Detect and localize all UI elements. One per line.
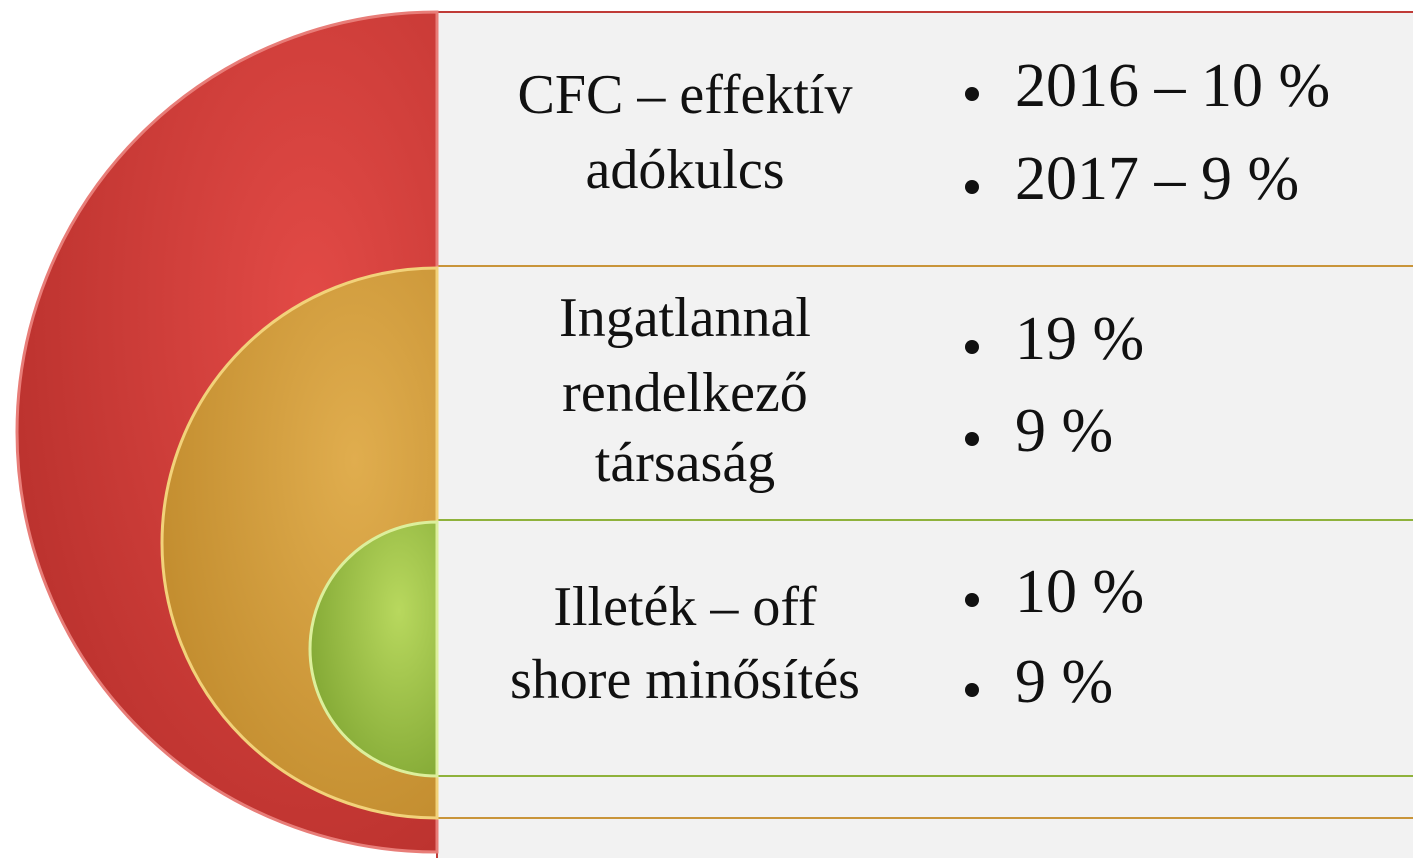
half-circle-green [308, 520, 439, 778]
row-box [436, 265, 1413, 521]
strip-red [436, 817, 1413, 858]
bullet-dot [965, 340, 979, 354]
row-label: CFC – effektív [518, 64, 853, 126]
bullet-text: 9 % [1015, 397, 1113, 465]
texts: CFC – effektív adókulcs 2016 – 10 % 2017 – … [510, 52, 1330, 716]
row-label: adókulcs [585, 139, 784, 201]
row-label: rendelkező [562, 362, 808, 424]
bullet-dot [965, 593, 979, 607]
row-box [436, 519, 1413, 777]
row-label: Illeték – off [553, 576, 817, 638]
row-box [436, 11, 1413, 267]
bullet-text: 19 % [1015, 305, 1144, 373]
bullet-dot [965, 432, 979, 446]
row-label: Ingatlannal [559, 287, 811, 349]
strip-orange [436, 775, 1413, 819]
row-label: társaság [595, 432, 775, 494]
bullet-text: 2016 – 10 % [1015, 52, 1330, 120]
row-label: shore minősítés [510, 649, 860, 711]
bullet-dot [965, 180, 979, 194]
bullet-dot [965, 87, 979, 101]
bullet-text: 2017 – 9 % [1015, 145, 1299, 213]
bullet-dot [965, 683, 979, 697]
bullet-text: 9 % [1015, 648, 1113, 716]
bullet-text: 10 % [1015, 558, 1144, 626]
